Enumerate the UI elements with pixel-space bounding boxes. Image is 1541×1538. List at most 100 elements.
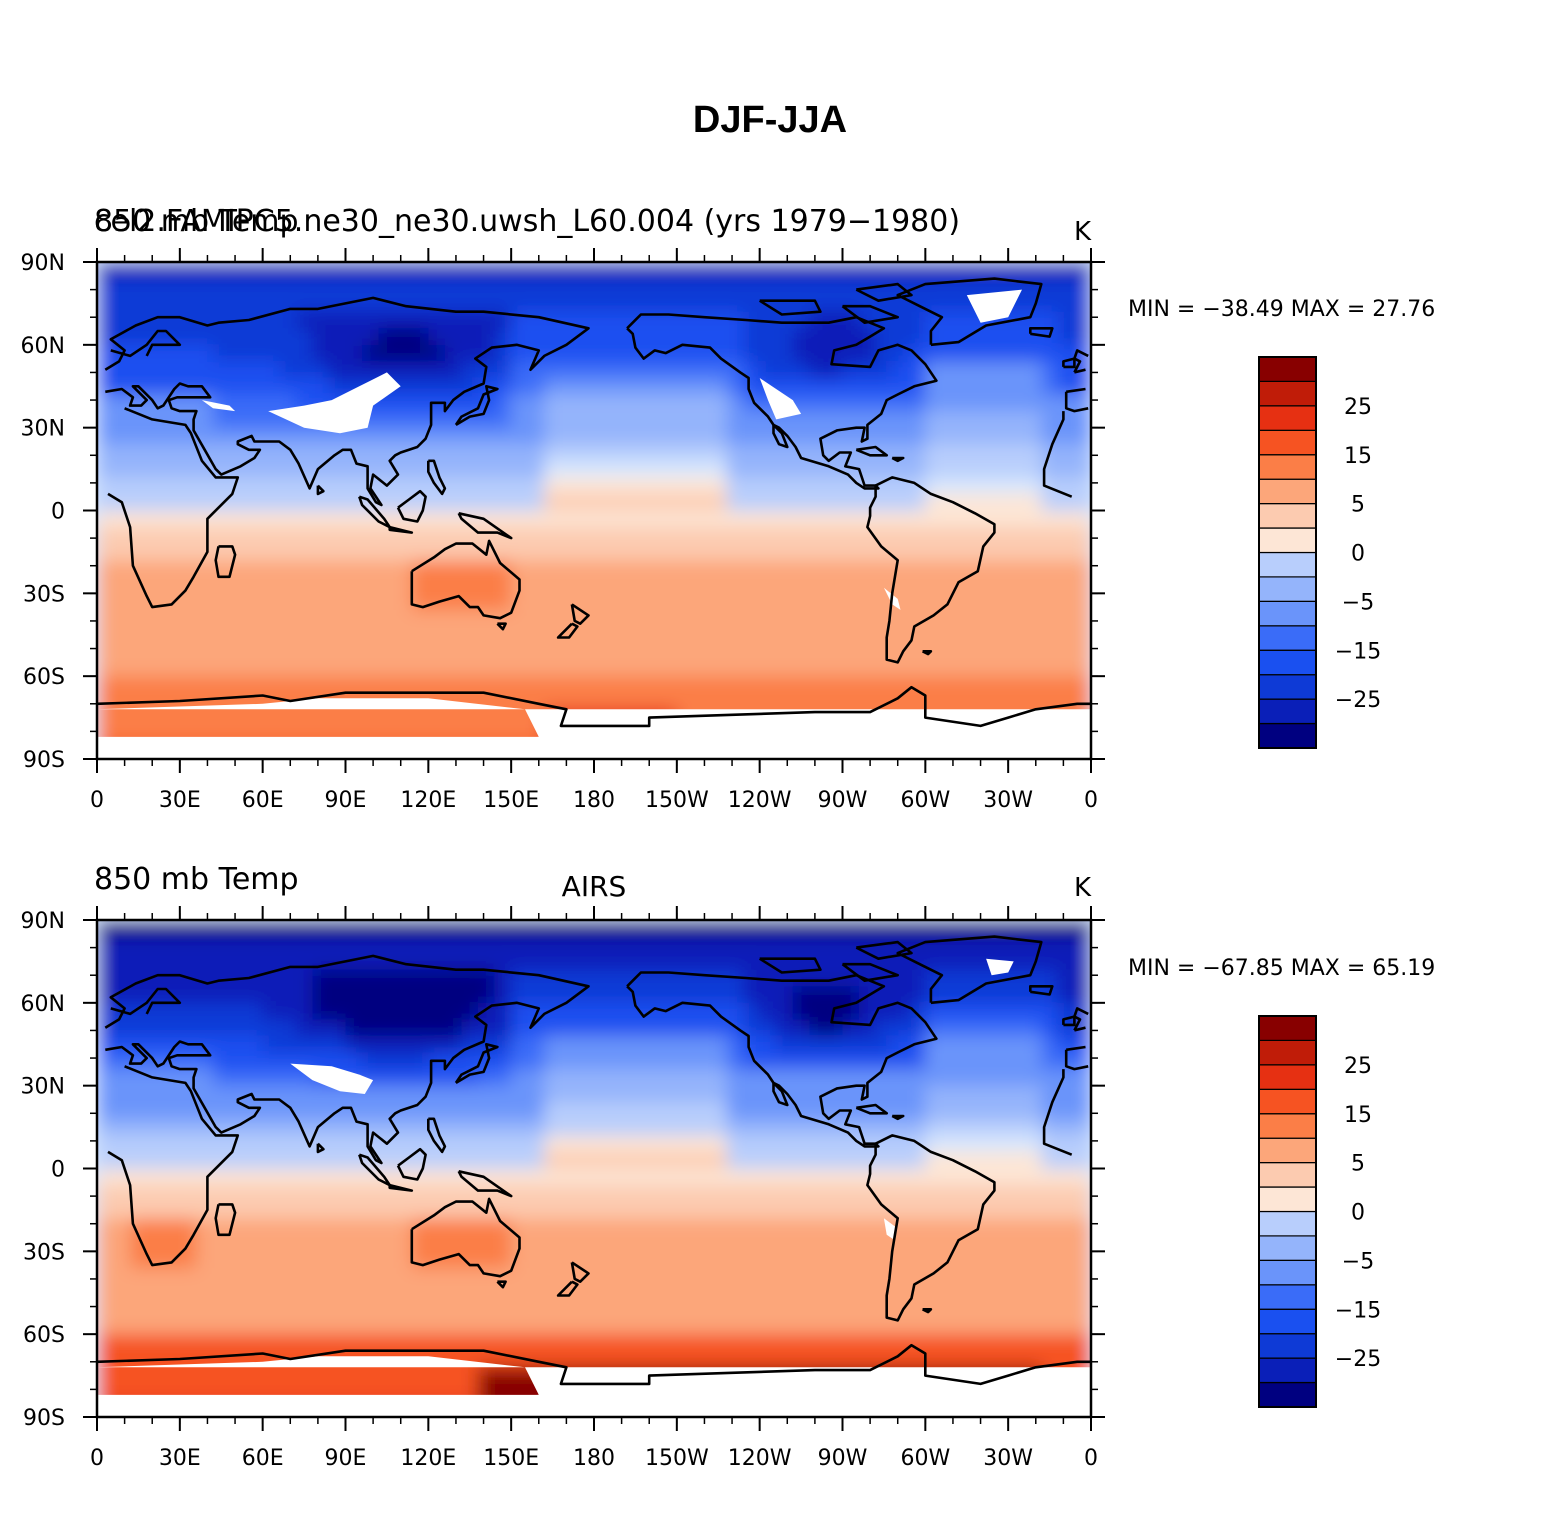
colorbar-swatch xyxy=(1258,429,1317,456)
colorbar-swatch xyxy=(1258,503,1317,529)
coastlines xyxy=(97,935,1091,1386)
x-tick-label: 150E xyxy=(483,1446,539,1471)
colorbar-label: −5 xyxy=(1342,1249,1374,1274)
x-tick-label: 90E xyxy=(325,1446,367,1471)
colorbar-swatch xyxy=(1258,454,1317,480)
colorbar-label: −5 xyxy=(1342,590,1374,615)
colorbar-frame xyxy=(1258,356,1317,749)
colorbar-swatch xyxy=(1258,1381,1317,1408)
y-tick-label: 30S xyxy=(23,582,65,607)
colorbar-swatch xyxy=(1258,1137,1317,1164)
x-tick-label: 30E xyxy=(159,1446,201,1471)
colorbar-swatch xyxy=(1258,1015,1317,1041)
x-tick-label: 120E xyxy=(400,1446,456,1471)
figure-title: DJF-JJA xyxy=(693,99,847,141)
colorbar-swatch xyxy=(1258,1039,1317,1066)
x-tick-label: 180 xyxy=(573,788,615,813)
x-tick-label: 90E xyxy=(325,788,367,813)
min-max-readout: MIN = −67.85 MAX = 65.19 xyxy=(1128,956,1435,981)
colorbar-swatch xyxy=(1258,674,1317,700)
map-panel-airs: 850 mb Temp AIRS K 0 30E 60E 90E 120E 150E 180… xyxy=(21,862,1436,1471)
colorbar-swatch xyxy=(1258,1259,1317,1286)
colorbar-swatch xyxy=(1258,478,1317,505)
map-panel-model: 850 mb Temp cel2.FAMIPC5.ne30_ne30.uwsh_… xyxy=(21,204,1436,813)
colorbar-swatch xyxy=(1258,1284,1317,1310)
x-tick-label: 30E xyxy=(159,788,201,813)
x-tick-label: 0 xyxy=(90,1446,104,1471)
colorbar-label: −25 xyxy=(1335,688,1381,713)
colorbar-swatch xyxy=(1258,527,1317,554)
colorbar-swatch xyxy=(1258,1333,1317,1359)
colorbar-frame xyxy=(1258,1015,1317,1408)
x-tick-label: 120W xyxy=(728,788,792,813)
colorbar-swatch xyxy=(1258,551,1317,578)
y-tick-label: 0 xyxy=(51,500,65,525)
missing-data-mask xyxy=(97,289,1091,759)
x-tick-label: 120W xyxy=(728,1446,792,1471)
colorbar-label: 0 xyxy=(1351,542,1365,567)
min-max-readout: MIN = −38.49 MAX = 27.76 xyxy=(1128,297,1435,322)
y-tick-label: 60S xyxy=(23,1323,65,1348)
colorbar-label: 5 xyxy=(1351,1152,1365,1177)
colorbar-swatch xyxy=(1258,1357,1317,1384)
x-tick-label: 60E xyxy=(242,1446,284,1471)
colorbar-swatch xyxy=(1258,380,1317,407)
colorbar-swatch xyxy=(1258,1088,1317,1115)
colorbar-label: 5 xyxy=(1351,493,1365,518)
x-tick-label: 0 xyxy=(1084,1446,1098,1471)
x-tick-label: 60W xyxy=(900,788,950,813)
colorbar: 25 15 5 0 −5 −15 −25 xyxy=(1258,1015,1381,1408)
y-tick-label: 90N xyxy=(21,909,65,934)
colorbar-label: −25 xyxy=(1335,1347,1381,1372)
colorbar-swatch xyxy=(1258,1308,1317,1335)
map-axes: 0 30E 60E 90E 120E 150E 180 150W 120W 90W 60W 30W 09… xyxy=(21,906,1105,1471)
colorbar-label: 0 xyxy=(1351,1201,1365,1226)
x-tick-label: 0 xyxy=(90,788,104,813)
colorbar-swatch xyxy=(1258,405,1317,431)
x-tick-label: 60E xyxy=(242,788,284,813)
coastlines xyxy=(97,277,1091,728)
x-tick-label: 150W xyxy=(645,1446,709,1471)
temperature-difference-map xyxy=(97,262,1091,759)
x-tick-label: 0 xyxy=(1084,788,1098,813)
colorbar: 25 15 5 0 −5 −15 −25 xyxy=(1258,356,1381,749)
y-tick-label: 90N xyxy=(21,251,65,276)
x-tick-label: 30W xyxy=(983,1446,1033,1471)
panel-case-title: cel2.FAMIPC5.ne30_ne30.uwsh_L60.004 (yrs… xyxy=(94,204,960,239)
panel-units: K xyxy=(1074,873,1092,903)
colorbar-swatch xyxy=(1258,1113,1317,1139)
x-tick-label: 180 xyxy=(573,1446,615,1471)
x-tick-label: 150W xyxy=(645,788,709,813)
panel-left-title: 850 mb Temp xyxy=(94,204,299,239)
x-tick-label: 30W xyxy=(983,788,1033,813)
colorbar-label: 15 xyxy=(1344,1103,1372,1128)
colorbar-label: 25 xyxy=(1344,395,1372,420)
colorbar-label: 25 xyxy=(1344,1054,1372,1079)
y-tick-label: 90S xyxy=(23,1406,65,1431)
colorbar-swatch xyxy=(1258,356,1317,382)
panel-center-title: AIRS xyxy=(562,870,627,903)
colorbar-swatch xyxy=(1258,1161,1317,1188)
y-tick-label: 60N xyxy=(21,334,65,359)
colorbar-swatch xyxy=(1258,576,1317,602)
temperature-field xyxy=(97,262,1091,759)
colorbar-swatch xyxy=(1258,649,1317,676)
panel-units: K xyxy=(1074,217,1092,247)
colorbar-label: −15 xyxy=(1335,1298,1381,1323)
missing-data-mask xyxy=(97,958,1091,1417)
colorbar-swatch xyxy=(1258,698,1317,725)
colorbar-swatch xyxy=(1258,1064,1317,1090)
colorbar-swatch xyxy=(1258,600,1317,627)
colorbar-swatch xyxy=(1258,722,1317,749)
colorbar-swatch xyxy=(1258,625,1317,651)
colorbar-swatch xyxy=(1258,1235,1317,1261)
colorbar-swatch xyxy=(1258,1186,1317,1213)
x-tick-label: 90W xyxy=(818,1446,868,1471)
y-tick-label: 90S xyxy=(23,748,65,773)
y-tick-label: 30S xyxy=(23,1240,65,1265)
colorbar-label: 15 xyxy=(1344,444,1372,469)
x-tick-label: 60W xyxy=(900,1446,950,1471)
colorbar-swatch xyxy=(1258,1210,1317,1237)
y-tick-label: 60S xyxy=(23,665,65,690)
